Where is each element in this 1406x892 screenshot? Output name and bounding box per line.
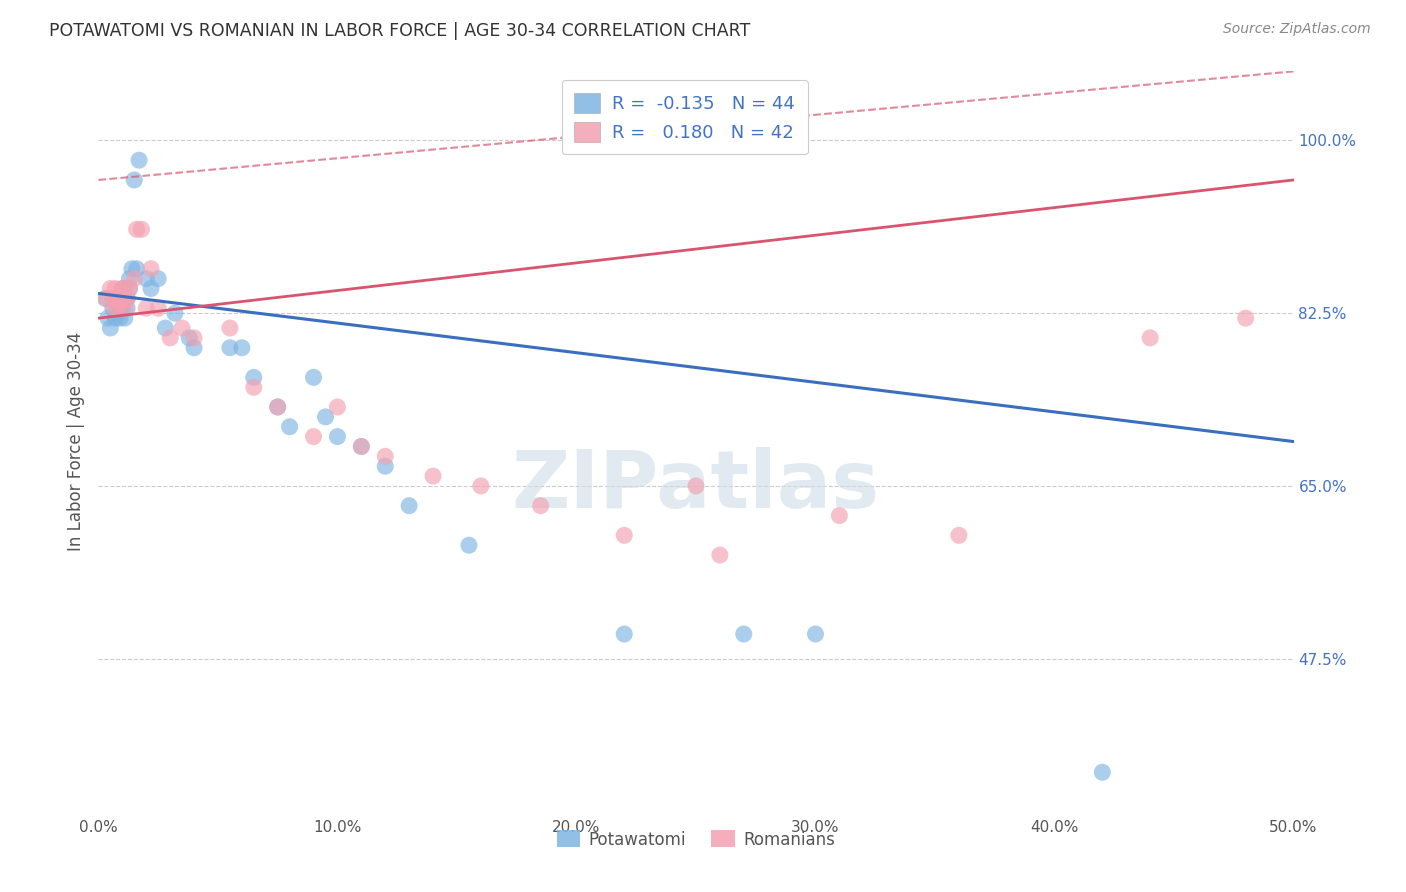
Point bbox=[172, 321, 194, 335]
Point bbox=[114, 311, 136, 326]
Point bbox=[135, 301, 157, 316]
Point bbox=[98, 321, 122, 335]
Point bbox=[108, 292, 131, 306]
Point bbox=[101, 292, 124, 306]
Point bbox=[302, 429, 325, 443]
Point bbox=[125, 261, 148, 276]
Point bbox=[104, 281, 127, 295]
Point bbox=[114, 281, 136, 295]
Point bbox=[97, 311, 120, 326]
Point bbox=[219, 321, 242, 335]
Point bbox=[315, 409, 337, 424]
Point bbox=[118, 281, 141, 295]
Legend: Potawatomi, Romanians: Potawatomi, Romanians bbox=[551, 823, 841, 855]
Point bbox=[107, 301, 129, 316]
Point bbox=[104, 311, 127, 326]
Point bbox=[108, 311, 131, 326]
Point bbox=[155, 321, 177, 335]
Text: ZIPatlas: ZIPatlas bbox=[512, 447, 880, 525]
Point bbox=[107, 306, 129, 320]
Point bbox=[267, 400, 290, 414]
Point bbox=[163, 306, 186, 320]
Point bbox=[94, 292, 117, 306]
Point bbox=[115, 292, 138, 306]
Point bbox=[243, 380, 266, 394]
Point bbox=[108, 292, 131, 306]
Point bbox=[458, 538, 481, 552]
Point bbox=[948, 528, 970, 542]
Point bbox=[231, 341, 253, 355]
Point bbox=[118, 271, 141, 285]
Point bbox=[128, 153, 150, 168]
Point bbox=[350, 440, 373, 454]
Point bbox=[124, 271, 146, 285]
Point bbox=[804, 627, 827, 641]
Point bbox=[125, 222, 148, 236]
Point bbox=[115, 292, 138, 306]
Point bbox=[115, 301, 138, 316]
Point bbox=[94, 292, 117, 306]
Point bbox=[828, 508, 851, 523]
Point bbox=[267, 400, 290, 414]
Point bbox=[1139, 331, 1161, 345]
Point bbox=[114, 292, 136, 306]
Point bbox=[613, 627, 636, 641]
Point bbox=[685, 479, 707, 493]
Point bbox=[131, 222, 153, 236]
Point bbox=[101, 301, 124, 316]
Point bbox=[422, 469, 444, 483]
Point bbox=[111, 301, 134, 316]
Point bbox=[278, 419, 301, 434]
Point bbox=[159, 331, 181, 345]
Point bbox=[179, 331, 201, 345]
Point bbox=[148, 271, 170, 285]
Point bbox=[148, 301, 170, 316]
Point bbox=[183, 331, 205, 345]
Point bbox=[613, 528, 636, 542]
Point bbox=[709, 548, 731, 562]
Text: Source: ZipAtlas.com: Source: ZipAtlas.com bbox=[1223, 22, 1371, 37]
Point bbox=[183, 341, 205, 355]
Point bbox=[108, 296, 131, 310]
Point bbox=[326, 400, 349, 414]
Point bbox=[139, 281, 162, 295]
Point bbox=[115, 292, 138, 306]
Point bbox=[1234, 311, 1257, 326]
Y-axis label: In Labor Force | Age 30-34: In Labor Force | Age 30-34 bbox=[66, 332, 84, 551]
Point bbox=[135, 271, 157, 285]
Point bbox=[302, 370, 325, 384]
Point bbox=[121, 261, 143, 276]
Point bbox=[243, 370, 266, 384]
Point bbox=[124, 173, 146, 187]
Point bbox=[374, 450, 396, 464]
Point bbox=[111, 292, 134, 306]
Text: POTAWATOMI VS ROMANIAN IN LABOR FORCE | AGE 30-34 CORRELATION CHART: POTAWATOMI VS ROMANIAN IN LABOR FORCE | … bbox=[49, 22, 751, 40]
Point bbox=[398, 499, 420, 513]
Point bbox=[219, 341, 242, 355]
Point bbox=[107, 292, 129, 306]
Point bbox=[733, 627, 755, 641]
Point bbox=[350, 440, 373, 454]
Point bbox=[530, 499, 553, 513]
Point bbox=[118, 281, 141, 295]
Point bbox=[139, 261, 162, 276]
Point bbox=[98, 281, 122, 295]
Point bbox=[470, 479, 492, 493]
Point bbox=[326, 429, 349, 443]
Point bbox=[1091, 765, 1114, 780]
Point bbox=[111, 281, 134, 295]
Point bbox=[374, 459, 396, 474]
Point bbox=[107, 292, 129, 306]
Point bbox=[104, 301, 127, 316]
Point bbox=[114, 301, 136, 316]
Point bbox=[111, 281, 134, 295]
